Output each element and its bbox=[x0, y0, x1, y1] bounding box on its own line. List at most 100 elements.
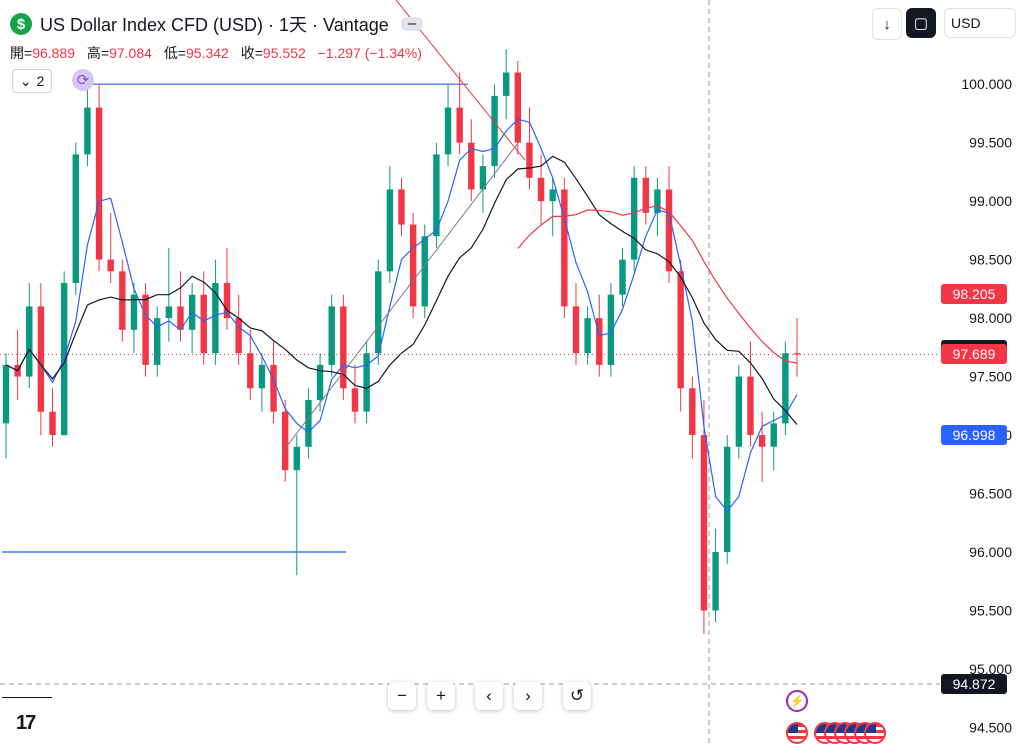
indicator-count: 2 bbox=[36, 73, 45, 89]
price-tag: 96.998 bbox=[941, 425, 1007, 446]
ma-slow-line bbox=[517, 205, 798, 364]
candle-body bbox=[677, 271, 684, 389]
candle-body bbox=[572, 306, 580, 354]
candle-body bbox=[712, 552, 719, 611]
low-value: 95.342 bbox=[186, 45, 229, 61]
candle-body bbox=[526, 142, 533, 178]
y-tick-label: 99.500 bbox=[969, 135, 1012, 151]
zoom-out-button[interactable]: − bbox=[388, 682, 416, 710]
candle-body bbox=[724, 446, 731, 553]
candle-body bbox=[351, 388, 359, 412]
chart-header: $ US Dollar Index CFD (USD) · 1天 · Vanta… bbox=[10, 12, 423, 36]
candle-body bbox=[270, 364, 277, 412]
chevron-left-icon: ‹ bbox=[486, 686, 492, 705]
change-value: −1.297 (−1.34%) bbox=[317, 45, 422, 61]
y-tick-label: 97.500 bbox=[969, 369, 1012, 385]
candle-body bbox=[235, 318, 242, 354]
us-flag-icon[interactable] bbox=[786, 722, 808, 744]
fullscreen-icon[interactable]: ▢ bbox=[906, 8, 936, 38]
symbol-title[interactable]: US Dollar Index CFD (USD) · 1天 · Vantage bbox=[40, 15, 389, 35]
candle-body bbox=[200, 294, 207, 354]
collapse-legend-icon[interactable] bbox=[400, 17, 423, 31]
candle-body bbox=[340, 306, 347, 389]
candle-body bbox=[386, 189, 394, 272]
ma-mid-line bbox=[5, 155, 798, 425]
candle-body bbox=[375, 271, 382, 354]
candle-body bbox=[596, 318, 603, 365]
candle-body bbox=[479, 166, 487, 190]
price-tag: 97.689 bbox=[941, 344, 1007, 365]
candle-body bbox=[26, 306, 33, 377]
chevron-down-icon: ⌄ bbox=[19, 72, 32, 89]
candle-body bbox=[607, 294, 615, 365]
close-value: 95.552 bbox=[262, 45, 306, 61]
y-tick-label: 98.000 bbox=[969, 310, 1012, 326]
reset-chart-button[interactable]: ↺ bbox=[563, 682, 591, 710]
price-tag: 94.872 bbox=[941, 673, 1007, 694]
candle-body bbox=[770, 423, 777, 447]
candle-body bbox=[223, 283, 231, 319]
open-value: 96.889 bbox=[32, 45, 76, 61]
candle-body bbox=[316, 364, 324, 400]
candle-body bbox=[793, 353, 801, 355]
candle-body bbox=[630, 177, 638, 260]
candle-body bbox=[84, 107, 91, 155]
arrow-down-icon[interactable]: ↓ bbox=[872, 8, 902, 40]
candle-body bbox=[735, 376, 743, 447]
candle-body bbox=[305, 399, 312, 447]
candle-body bbox=[95, 107, 103, 260]
currency-label: USD bbox=[951, 15, 981, 31]
candle-body bbox=[758, 435, 766, 447]
candle-body bbox=[142, 294, 149, 365]
candle-body bbox=[107, 259, 114, 272]
y-tick-label: 94.500 bbox=[969, 719, 1012, 735]
candle-body bbox=[665, 189, 673, 272]
refresh-icon[interactable]: ⟳ bbox=[72, 69, 94, 91]
candle-body bbox=[502, 72, 510, 96]
candle-body bbox=[258, 364, 266, 389]
event-bolt-icon[interactable]: ⚡ bbox=[786, 690, 808, 712]
us-flag-icon[interactable] bbox=[864, 722, 886, 744]
y-tick-label: 100.000 bbox=[961, 76, 1012, 92]
candle-body bbox=[700, 435, 708, 611]
indicators-toggle-button[interactable]: ⌄ 2 bbox=[12, 69, 52, 93]
high-value: 97.084 bbox=[109, 45, 152, 61]
candle-body bbox=[247, 353, 254, 389]
scroll-right-button[interactable]: › bbox=[514, 682, 542, 710]
scroll-left-button[interactable]: ‹ bbox=[475, 682, 503, 710]
symbol-logo-icon: $ bbox=[10, 13, 32, 35]
plus-icon: + bbox=[436, 686, 446, 705]
candle-body bbox=[165, 306, 173, 319]
candle-body bbox=[281, 411, 289, 471]
candle-body bbox=[154, 318, 161, 365]
candle-body bbox=[468, 142, 475, 190]
candle-body bbox=[2, 364, 10, 424]
currency-select[interactable]: USD bbox=[944, 8, 1016, 38]
candle-body bbox=[293, 446, 301, 471]
candle-body bbox=[328, 306, 335, 365]
y-tick-label: 99.000 bbox=[969, 193, 1012, 209]
y-tick-label: 96.500 bbox=[969, 486, 1012, 502]
candle-body bbox=[537, 177, 545, 202]
chevron-right-icon: › bbox=[525, 686, 531, 705]
candle-body bbox=[514, 72, 522, 143]
ohlc-legend: 開=96.889 高=97.084 低=95.342 收=95.552 −1.2… bbox=[10, 43, 422, 63]
y-tick-label: 96.000 bbox=[969, 544, 1012, 560]
candle-body bbox=[444, 107, 452, 155]
candle-body bbox=[549, 189, 556, 202]
divider bbox=[2, 697, 52, 698]
trend-line-tool bbox=[281, 140, 521, 453]
candle-body bbox=[782, 353, 789, 424]
open-label: 開= bbox=[10, 45, 33, 61]
candle-body bbox=[619, 259, 626, 295]
candle-body bbox=[212, 283, 219, 354]
tradingview-logo-icon: 17 bbox=[16, 712, 36, 734]
candle-body bbox=[421, 236, 428, 307]
minus-icon: − bbox=[397, 686, 407, 705]
price-tag: 98.205 bbox=[941, 284, 1007, 305]
close-label: 收= bbox=[240, 45, 263, 61]
zoom-in-button[interactable]: + bbox=[427, 682, 455, 710]
candle-body bbox=[409, 224, 417, 307]
high-label: 高= bbox=[86, 45, 110, 61]
